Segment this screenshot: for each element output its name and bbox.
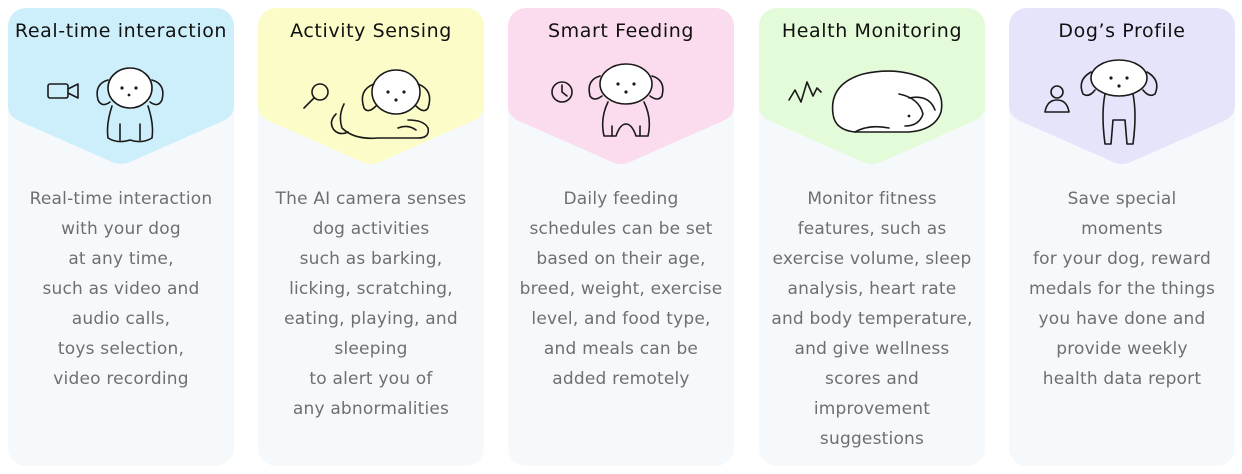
description-line: exercise volume, sleep [772,249,972,269]
card-description: Daily feeding schedules can be set based… [508,184,734,394]
description-line: Monitor fitness [807,189,937,209]
description-line: to alert you of [309,369,433,389]
description-line: video recording [53,369,189,389]
description-line: toys selection, [57,339,185,359]
feature-card-profile: Dog’s Profile Save special moments for y… [1009,8,1235,466]
heartbeat-icon [788,81,822,103]
card-illustration [1044,59,1158,145]
description-line: and give wellness [794,339,950,359]
user-icon [1044,85,1070,113]
description-line: eating, playing, and [284,309,458,329]
description-line: for your dog, reward [1032,249,1212,269]
description-line: provide weekly [1056,339,1188,359]
feature-card-activity: Activity Sensing The AI camera senses do… [258,8,484,466]
description-line: medals for the things [1028,279,1216,299]
magnifier-icon [303,83,329,109]
description-line: breed, weight, exercise [519,279,723,299]
feature-card-realtime: Real-time interaction Real-time interact… [8,8,234,466]
description-line: you have done and [1038,309,1206,329]
description-line: and body temperature, [771,309,973,329]
description-line: level, and food type, [531,309,711,329]
card-description: The AI camera senses dog activities such… [258,184,484,424]
clock-icon [551,81,573,103]
description-line: with your dog [61,219,181,239]
description-line: such as video and [42,279,200,299]
description-line: and meals can be [543,339,699,359]
description-line: scores and [825,369,919,389]
description-line: analysis, heart rate [787,279,957,299]
description-line: any abnormalities [292,399,450,419]
card-title: Real-time interaction [14,20,228,42]
video-camera-icon [47,83,79,99]
description-line: audio calls, [71,309,171,329]
description-line: licking, scratching, [289,279,453,299]
card-illustration [551,63,664,137]
description-line: at any time, [68,249,174,269]
description-line: improvement [813,399,931,419]
feature-card-feeding: Smart Feeding Daily feeding schedules ca… [508,8,734,466]
card-description: Real-time interaction with your dog at a… [8,184,234,394]
sitting-dog-illustration [96,67,164,143]
description-line: sleeping [334,339,408,359]
standing-dog-illustration [1080,59,1158,145]
eating-dog-illustration [588,63,664,137]
description-line: Real-time interaction [29,189,213,209]
card-title: Smart Feeding [547,20,695,42]
card-title: Health Monitoring [781,20,963,42]
description-line: moments [1081,219,1163,239]
description-line: schedules can be set [529,219,713,239]
sleeping-dog-illustration [831,70,943,133]
card-title: Activity Sensing [290,20,452,42]
description-line: dog activities [312,219,430,239]
description-line: such as barking, [299,249,443,269]
card-illustration [47,67,164,143]
description-line: The AI camera senses [275,189,467,209]
description-line: health data report [1042,369,1202,389]
card-title: Dog’s Profile [1058,20,1186,42]
description-line: features, such as [797,219,947,239]
card-description: Monitor fitness features, such as exerci… [759,184,985,454]
card-illustration [303,69,431,140]
description-line: Save special [1067,189,1177,209]
description-line: added remotely [552,369,690,389]
card-illustration [788,70,943,133]
description-line: Daily feeding [563,189,679,209]
description-line: based on their age, [536,249,706,269]
feature-cards: Real-time interaction Real-time interact… [8,8,1236,468]
feature-card-health: Health Monitoring Monitor fitness featur… [759,8,985,466]
card-description: Save special moments for your dog, rewar… [1009,184,1235,394]
lying-dog-illustration [330,69,431,140]
description-line: suggestions [819,429,925,449]
